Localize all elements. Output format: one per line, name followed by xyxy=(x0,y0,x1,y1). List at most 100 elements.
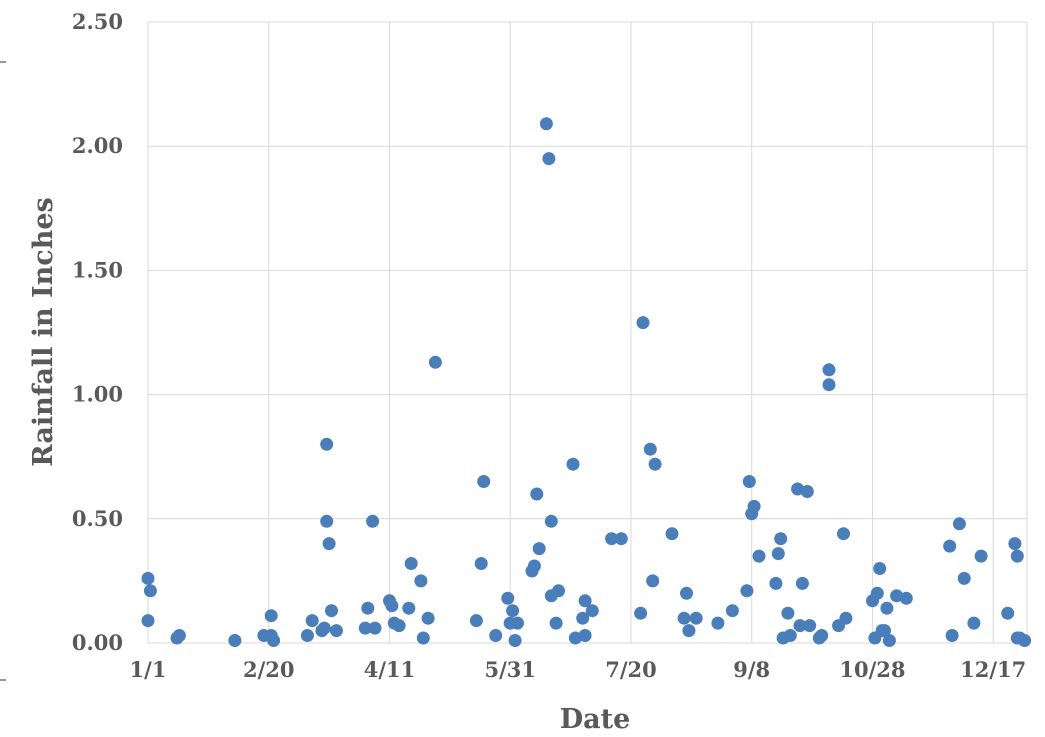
data-point xyxy=(549,616,563,630)
data-point xyxy=(566,457,580,471)
data-point xyxy=(815,629,829,642)
y-axis-title: Rainfall in Inches xyxy=(28,197,59,466)
data-point xyxy=(477,475,491,488)
y-tick-label: 2.00 xyxy=(72,133,123,158)
data-point xyxy=(508,634,522,647)
grid xyxy=(0,21,1028,681)
y-tick-label: 2.50 xyxy=(72,9,123,34)
data-point xyxy=(677,611,691,625)
data-point xyxy=(822,363,836,377)
x-tick-label: 4/11 xyxy=(364,657,416,682)
data-point xyxy=(172,629,186,642)
data-point xyxy=(141,614,155,628)
data-point xyxy=(781,606,795,620)
data-point xyxy=(769,576,783,590)
data-point xyxy=(329,624,343,638)
data-point xyxy=(1001,606,1015,620)
data-point xyxy=(325,604,338,618)
data-point xyxy=(578,629,592,642)
data-point xyxy=(578,594,592,608)
data-point xyxy=(783,629,797,642)
data-point xyxy=(539,117,553,131)
y-axis-ticks: 0.00 0.50 1.00 1.50 2.00 2.50 xyxy=(72,9,123,655)
y-tick-label: 0.50 xyxy=(72,506,123,531)
data-point xyxy=(322,537,336,551)
data-point xyxy=(800,485,814,498)
y-tick-label: 0.00 xyxy=(72,630,123,655)
data-point xyxy=(957,571,971,585)
data-point xyxy=(489,629,503,642)
data-point xyxy=(527,559,541,573)
x-tick-label: 7/20 xyxy=(605,657,657,682)
data-point xyxy=(899,591,913,605)
data-point xyxy=(305,614,319,628)
data-point xyxy=(634,606,648,620)
data-point xyxy=(646,574,660,588)
data-point xyxy=(605,532,619,546)
data-point xyxy=(267,634,281,647)
data-point xyxy=(967,616,981,630)
data-point xyxy=(1010,549,1024,563)
data-point xyxy=(141,571,155,585)
data-point xyxy=(680,586,693,600)
data-point xyxy=(682,624,696,638)
data-point xyxy=(585,604,599,618)
data-point xyxy=(428,355,442,369)
data-point xyxy=(665,527,679,541)
data-point xyxy=(742,475,756,488)
x-tick-label: 12/17 xyxy=(960,657,1026,682)
data-point xyxy=(143,584,157,598)
data-point xyxy=(793,619,807,633)
data-point xyxy=(943,539,957,553)
y-tick-label: 1.50 xyxy=(72,257,123,282)
data-point xyxy=(385,599,399,613)
data-point xyxy=(711,616,725,630)
data-point xyxy=(392,619,406,633)
x-axis-title: Date xyxy=(560,704,631,735)
x-tick-label: 9/8 xyxy=(733,657,770,682)
data-point xyxy=(873,562,887,575)
data-point xyxy=(878,624,891,638)
data-point xyxy=(795,576,809,590)
data-point xyxy=(366,514,380,528)
data-point xyxy=(542,152,556,166)
data-point xyxy=(576,611,590,625)
data-point xyxy=(532,542,546,556)
data-point xyxy=(416,631,430,645)
data-point xyxy=(747,499,761,513)
data-point xyxy=(803,619,817,633)
x-tick-label: 2/20 xyxy=(243,657,295,682)
x-tick-label: 10/28 xyxy=(839,657,905,682)
data-point xyxy=(945,629,959,642)
data-point xyxy=(501,591,515,605)
data-points xyxy=(141,117,1032,647)
data-point xyxy=(822,378,836,392)
data-point xyxy=(320,514,334,528)
data-point xyxy=(752,549,766,563)
data-point xyxy=(414,574,428,588)
data-point xyxy=(648,457,662,471)
data-point xyxy=(689,611,703,625)
data-point xyxy=(530,487,544,501)
x-axis-ticks: 1/1 2/20 4/11 5/31 7/20 9/8 10/28 12/17 xyxy=(130,657,1027,682)
data-point xyxy=(870,586,884,600)
data-point xyxy=(506,604,520,618)
data-point xyxy=(358,621,372,635)
data-point xyxy=(952,517,966,531)
x-tick-label: 5/31 xyxy=(484,657,536,682)
y-tick-label: 1.00 xyxy=(72,382,123,407)
data-point xyxy=(511,616,524,630)
data-point xyxy=(421,611,435,625)
data-point xyxy=(404,557,418,570)
data-point xyxy=(774,532,788,546)
data-point xyxy=(228,634,242,647)
data-point xyxy=(636,316,650,330)
data-point xyxy=(839,611,853,625)
data-point xyxy=(882,634,896,647)
data-point xyxy=(974,549,988,563)
data-point xyxy=(837,527,850,541)
data-point xyxy=(402,601,416,615)
data-point xyxy=(1018,634,1032,647)
data-point xyxy=(643,442,657,456)
